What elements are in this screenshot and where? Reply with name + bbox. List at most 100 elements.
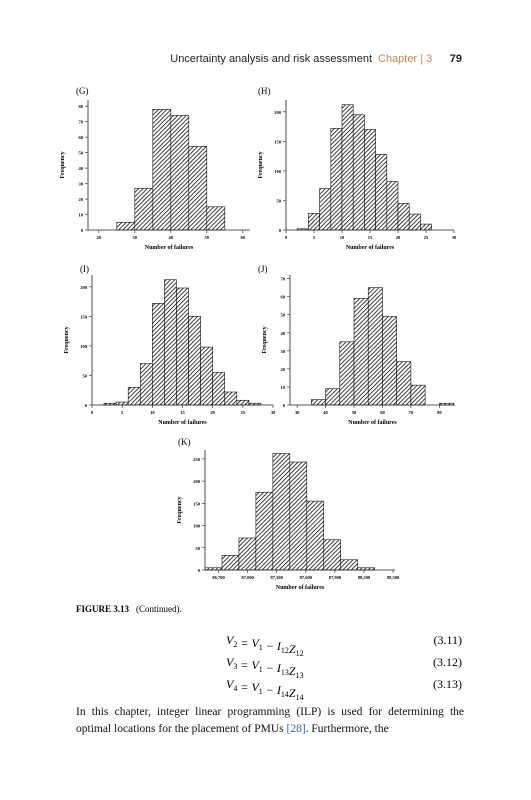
- histogram-bar: [221, 555, 240, 571]
- histogram-bar: [323, 539, 342, 571]
- y-tick-label: 30: [79, 182, 84, 187]
- y-tick-label: 100: [274, 169, 282, 174]
- x-tick-label: 70: [409, 410, 414, 415]
- x-tick-label: 30: [271, 410, 276, 415]
- histogram-bar: [206, 206, 226, 231]
- histogram-bar: [176, 287, 189, 406]
- x-tick-label: 87,900: [329, 575, 342, 580]
- x-tick-label: 0: [91, 410, 94, 415]
- equation-subscript: 4: [233, 684, 237, 693]
- histogram-bar: [236, 399, 250, 406]
- panel-label: (J): [258, 264, 268, 274]
- y-tick-label: 60: [79, 135, 84, 140]
- equation: V4 = V1 − I14Z14: [226, 677, 304, 702]
- y-tick-label: 50: [277, 198, 282, 203]
- equation-subscript: 14: [281, 690, 289, 699]
- running-title: Uncertainty analysis and risk assessment: [170, 53, 372, 65]
- x-tick-label: 87,000: [241, 575, 254, 580]
- equation-number: (3.12): [433, 655, 462, 669]
- histogram-bar: [396, 361, 412, 406]
- y-tick-label: 80: [79, 104, 84, 109]
- equation-part: − I: [263, 661, 282, 675]
- y-tick-label: 30: [281, 349, 286, 354]
- histogram-bar: [382, 316, 397, 406]
- histogram-bar: [272, 453, 291, 571]
- histogram-bar: [420, 223, 432, 231]
- histogram-bar: [364, 129, 376, 231]
- x-tick-label: 30: [295, 410, 300, 415]
- equation-subscript: 1: [259, 665, 263, 674]
- histogram-bar: [325, 388, 341, 406]
- x-tick-label: 60: [380, 410, 385, 415]
- histogram-bar: [164, 279, 177, 406]
- y-tick-label: 200: [80, 285, 88, 290]
- histogram-bar: [188, 146, 208, 231]
- x-tick-label: 15: [368, 235, 373, 240]
- y-tick-label: 150: [274, 139, 282, 144]
- y-tick-label: 20: [281, 367, 286, 372]
- equation-part: Z: [289, 686, 296, 700]
- x-tick-label: 86,700: [212, 575, 225, 580]
- x-tick-label: 25: [424, 235, 429, 240]
- histogram-bar: [127, 386, 141, 406]
- equation-subscript: 2: [233, 640, 237, 649]
- histogram-bar: [224, 391, 238, 406]
- x-tick-label: 88,200: [358, 575, 371, 580]
- y-tick-label: 150: [80, 314, 88, 319]
- panel-label: (I): [80, 264, 89, 274]
- x-axis-label: Number of failures: [276, 585, 325, 591]
- equation-part: Z: [289, 664, 296, 678]
- y-tick-label: 0: [283, 403, 286, 408]
- y-tick-label: 0: [198, 568, 201, 573]
- x-axis-label: Number of failures: [346, 245, 395, 251]
- paragraph-text: In this chapter, integer linear programm…: [76, 706, 464, 735]
- histogram-bar: [308, 213, 320, 231]
- x-tick-label: 20: [210, 410, 215, 415]
- y-tick-label: 50: [79, 151, 84, 156]
- equation-number: (3.11): [433, 633, 462, 647]
- panel-label: (G): [76, 86, 89, 96]
- histogram-bar: [375, 154, 388, 231]
- histogram-bar: [152, 303, 165, 406]
- x-tick-label: 25: [241, 410, 246, 415]
- x-tick-label: 30: [133, 235, 138, 240]
- histogram-bar: [188, 316, 201, 406]
- x-tick-label: 60: [241, 235, 246, 240]
- y-tick-label: 50: [83, 373, 88, 378]
- equation-part: = V: [237, 636, 260, 650]
- equation-number: (3.13): [433, 677, 462, 691]
- y-tick-label: 10: [281, 385, 286, 390]
- equation-subscript: 1: [259, 643, 263, 652]
- x-tick-label: 87,600: [300, 575, 313, 580]
- x-tick-label: 10: [340, 235, 345, 240]
- histogram-bar: [152, 108, 172, 231]
- histogram-bar: [341, 104, 354, 231]
- x-tick-label: 10: [150, 410, 155, 415]
- x-tick-label: 0: [285, 235, 288, 240]
- equation-part: V: [226, 677, 235, 691]
- x-tick-label: 40: [169, 235, 174, 240]
- equation: V2 = V1 − I12Z12: [226, 633, 304, 658]
- equation-subscript: 1: [259, 687, 263, 696]
- y-tick-label: 60: [281, 295, 286, 300]
- equation-subscript: 3: [233, 662, 237, 671]
- histogram-bar: [319, 188, 332, 231]
- histogram-bar: [306, 500, 325, 571]
- y-tick-label: 10: [79, 213, 84, 218]
- histogram-bar: [134, 187, 154, 231]
- y-tick-label: 50: [281, 313, 286, 318]
- histogram-bar: [255, 491, 274, 571]
- histogram-bar: [353, 298, 369, 406]
- x-axis-label: Number of failures: [145, 245, 194, 251]
- page-number: 79: [450, 53, 462, 65]
- histogram-bar: [115, 401, 129, 406]
- citation-link[interactable]: [28]: [286, 723, 306, 735]
- paragraph-text: . Furthermore, the: [305, 723, 389, 735]
- histogram-bar: [397, 203, 410, 231]
- histogram-bar: [339, 341, 355, 406]
- equation-part: = V: [237, 658, 260, 672]
- panel-label: (K): [178, 437, 191, 447]
- y-tick-label: 70: [281, 277, 286, 282]
- equation-subscript: 13: [296, 671, 304, 680]
